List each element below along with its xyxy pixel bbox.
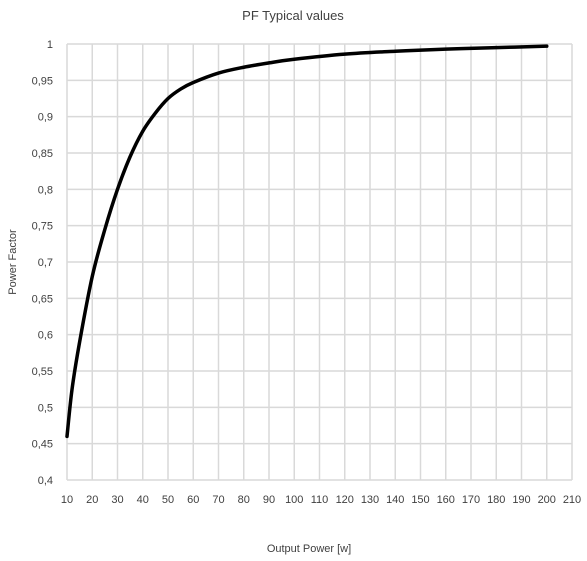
x-tick-label: 70 <box>212 494 224 506</box>
y-tick-label: 0,55 <box>32 366 53 378</box>
x-tick-label: 200 <box>538 494 556 506</box>
y-axis-label: Power Factor <box>7 229 19 295</box>
x-axis-label: Output Power [w] <box>267 543 351 555</box>
y-tick-label: 0,9 <box>38 112 53 124</box>
series-layer <box>65 44 549 439</box>
x-tick-label: 40 <box>137 494 149 506</box>
x-tick-label: 130 <box>361 494 379 506</box>
y-tick-label: 0,4 <box>38 475 53 487</box>
x-tick-label: 180 <box>487 494 505 506</box>
x-tick-label: 20 <box>86 494 98 506</box>
x-tick-label: 90 <box>263 494 275 506</box>
x-tick-label: 50 <box>162 494 174 506</box>
y-tick-label: 0,5 <box>38 402 53 414</box>
y-tick-label: 1 <box>47 39 53 51</box>
y-tick-label: 0,6 <box>38 330 53 342</box>
x-tick-label: 190 <box>512 494 530 506</box>
y-tick-labels: 0,4 0,45 0,5 0,55 0,6 0,65 0,7 0,75 0,8 0,85 0,9 0,… <box>32 39 53 487</box>
x-tick-labels: 10 20 30 40 50 60 70 80 90 100 110 120 130 140 150 160 1… <box>61 494 581 506</box>
x-tick-label: 30 <box>111 494 123 506</box>
x-tick-label: 10 <box>61 494 73 506</box>
x-tick-label: 80 <box>238 494 250 506</box>
y-tick-label: 0,95 <box>32 75 53 87</box>
y-tick-label: 0,65 <box>32 293 53 305</box>
x-tick-label: 120 <box>336 494 354 506</box>
x-tick-label: 210 <box>563 494 581 506</box>
grid-layer <box>66 43 573 481</box>
x-tick-label: 140 <box>386 494 404 506</box>
x-tick-label: 110 <box>311 494 329 506</box>
y-tick-label: 0,7 <box>38 257 53 269</box>
y-tick-label: 0,8 <box>38 184 53 196</box>
x-tick-label: 100 <box>285 494 303 506</box>
chart-title: PF Typical values <box>242 8 344 23</box>
power-factor-line <box>65 44 549 439</box>
x-tick-label: 160 <box>437 494 455 506</box>
y-tick-label: 0,75 <box>32 221 53 233</box>
y-tick-label: 0,45 <box>32 439 53 451</box>
x-tick-label: 170 <box>462 494 480 506</box>
x-tick-label: 150 <box>411 494 429 506</box>
x-tick-label: 60 <box>187 494 199 506</box>
y-tick-label: 0,85 <box>32 148 53 160</box>
